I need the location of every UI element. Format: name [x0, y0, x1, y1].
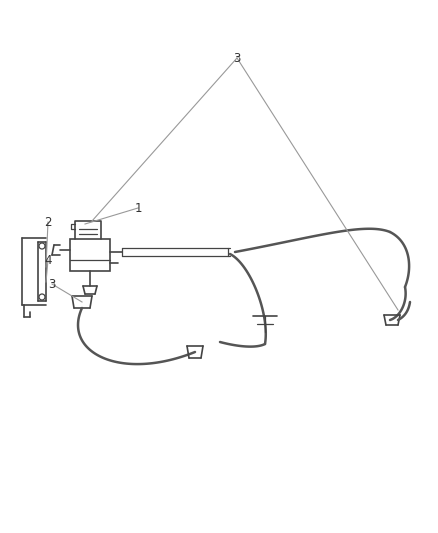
Text: 3: 3: [233, 52, 241, 64]
Bar: [70, 239, 110, 271]
Text: 4: 4: [44, 254, 52, 266]
Text: 2: 2: [44, 215, 52, 229]
Text: 1: 1: [134, 201, 142, 214]
Text: 3: 3: [48, 278, 56, 290]
